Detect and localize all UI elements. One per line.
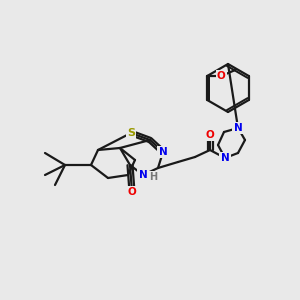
Text: N: N xyxy=(234,123,242,133)
Text: H: H xyxy=(149,172,157,182)
Text: N: N xyxy=(220,153,230,163)
Text: O: O xyxy=(217,71,226,81)
Text: O: O xyxy=(128,187,136,197)
Text: N: N xyxy=(159,147,167,157)
Text: O: O xyxy=(206,130,214,140)
Text: S: S xyxy=(127,128,135,138)
Text: N: N xyxy=(139,170,147,180)
